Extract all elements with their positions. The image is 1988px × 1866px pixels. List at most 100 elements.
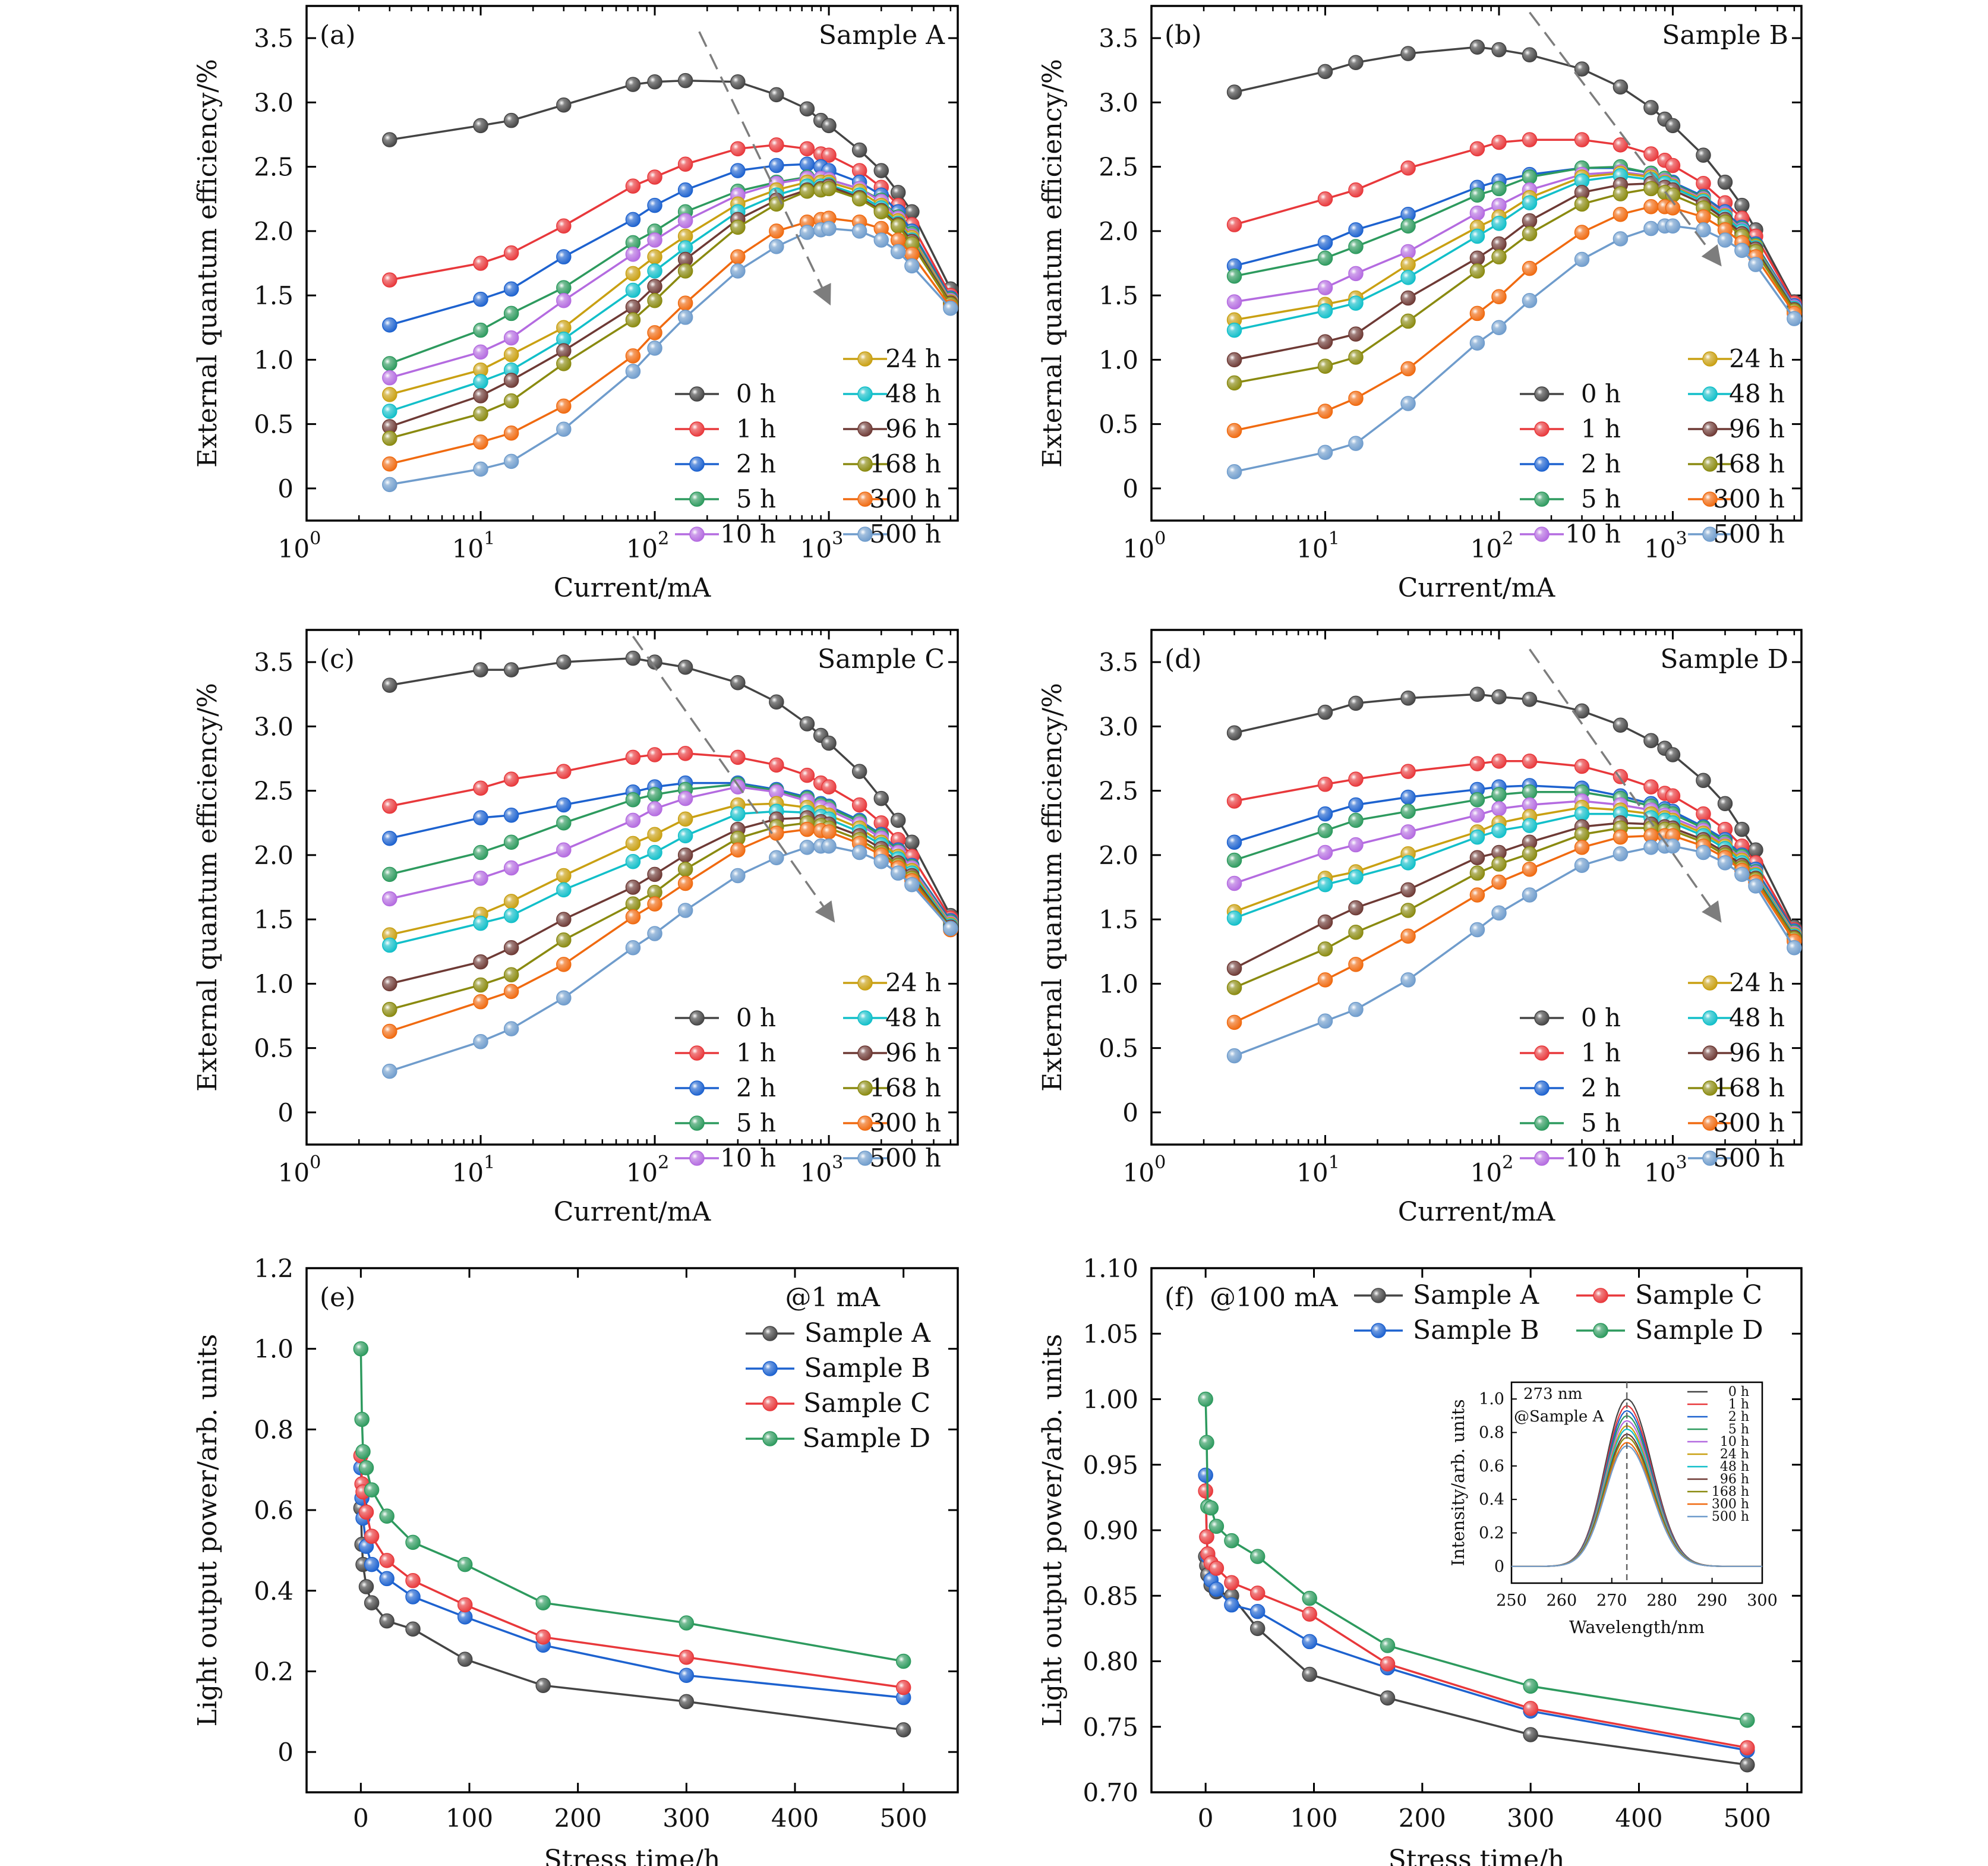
legend-marker [857, 491, 873, 507]
trend-arrow [1529, 648, 1722, 923]
data-point [625, 299, 641, 315]
data-point [625, 212, 641, 228]
data-point [647, 197, 662, 213]
data-point [382, 1063, 397, 1079]
data-point [556, 912, 572, 927]
data-point [1226, 960, 1242, 976]
legend-label: 48 h [885, 1003, 941, 1032]
data-point [890, 865, 906, 881]
data-point [647, 249, 662, 264]
legend-label: Sample A [804, 1318, 931, 1348]
data-point [677, 811, 693, 827]
condition-annotation: @100 mA [1210, 1282, 1339, 1313]
data-point [647, 801, 662, 817]
x-tick-base: 10 [1471, 534, 1502, 563]
legend-label: 96 h [1729, 1038, 1785, 1067]
x-tick-base: 10 [1644, 534, 1675, 563]
y-tick-label: 2.0 [254, 217, 294, 246]
series-line [359, 1467, 904, 1699]
y-tick-label: 0.95 [1083, 1451, 1138, 1480]
legend-label: 96 h [885, 414, 941, 443]
legend: Sample A Sample B Sample C Sample D [1354, 1280, 1763, 1345]
data-point [503, 808, 519, 823]
data-point [503, 453, 519, 469]
data-point [647, 896, 662, 912]
data-point [473, 434, 488, 450]
x-tick-base: 10 [626, 534, 658, 563]
data-point [1665, 118, 1681, 134]
data-point [1522, 861, 1538, 877]
data-point [625, 77, 641, 92]
data-point [1613, 769, 1629, 784]
x-tick-label: 100 [1290, 1804, 1337, 1833]
y-tick-label: 1.05 [1083, 1319, 1138, 1348]
data-point [1491, 42, 1507, 58]
legend-label: Sample D [1635, 1315, 1763, 1345]
data-point [364, 1482, 380, 1498]
inset-legend-label: 168 h [1712, 1484, 1749, 1499]
data-point [1317, 704, 1333, 720]
legend-marker [689, 491, 705, 507]
x-axis-label: Current/mA [1398, 573, 1556, 603]
data-point [677, 903, 693, 918]
data-point [873, 790, 889, 806]
x-tick-base: 10 [626, 1158, 658, 1187]
data-point [1574, 251, 1590, 267]
data-point [1696, 147, 1711, 163]
data-point [730, 219, 746, 235]
x-tick-base: 10 [1644, 1158, 1675, 1187]
data-point [1740, 1712, 1755, 1728]
legend-marker [1702, 1010, 1718, 1026]
x-tick-label: 400 [1615, 1804, 1662, 1833]
data-point [1302, 1666, 1317, 1682]
data-point [1226, 875, 1242, 891]
data-point [1696, 222, 1711, 238]
data-point [1469, 141, 1485, 157]
x-tick-label: 103 [800, 528, 844, 563]
legend-marker [689, 386, 705, 402]
legend-label: 1 h [1581, 1038, 1621, 1067]
data-point [647, 232, 662, 248]
data-point [1522, 47, 1538, 63]
data-point [1523, 1727, 1538, 1742]
x-tick-base: 10 [1471, 1158, 1502, 1187]
data-point [821, 147, 837, 163]
y-axis-label: Light output power/arb. units [193, 1334, 223, 1727]
legend-marker [1593, 1288, 1608, 1303]
data-point [625, 880, 641, 895]
x-tick-exponent: 3 [1676, 1152, 1687, 1173]
data-point [1491, 874, 1507, 890]
data-point [382, 456, 397, 472]
data-point [1748, 878, 1763, 894]
series-line [1234, 800, 1795, 934]
data-point [679, 1668, 695, 1683]
data-point [873, 204, 889, 220]
data-point [1643, 220, 1659, 237]
x-tick-exponent: 0 [1154, 528, 1166, 549]
data-point [677, 660, 693, 675]
data-point [535, 1595, 551, 1610]
inset-x-tick-label: 270 [1596, 1591, 1627, 1610]
x-tick-exponent: 3 [832, 1152, 843, 1173]
data-point [1226, 1014, 1242, 1030]
data-point [1317, 844, 1333, 860]
inset-y-tick-label: 0.8 [1479, 1424, 1504, 1442]
data-point [1400, 882, 1416, 898]
legend-label: 300 h [869, 484, 941, 513]
data-point [503, 373, 519, 388]
legend-label: 5 h [1581, 1108, 1621, 1137]
data-point [382, 830, 397, 846]
data-point [503, 967, 519, 982]
data-point [1249, 1621, 1266, 1637]
data-point [1348, 1001, 1364, 1017]
data-point [1400, 160, 1416, 176]
data-point [769, 694, 784, 710]
legend-marker [1702, 1080, 1718, 1096]
data-point [503, 860, 519, 876]
x-tick-label: 103 [800, 1152, 844, 1187]
data-point [1574, 827, 1590, 842]
legend-label: 2 h [736, 1073, 776, 1102]
data-point [873, 163, 889, 178]
legend-marker [762, 1326, 778, 1341]
